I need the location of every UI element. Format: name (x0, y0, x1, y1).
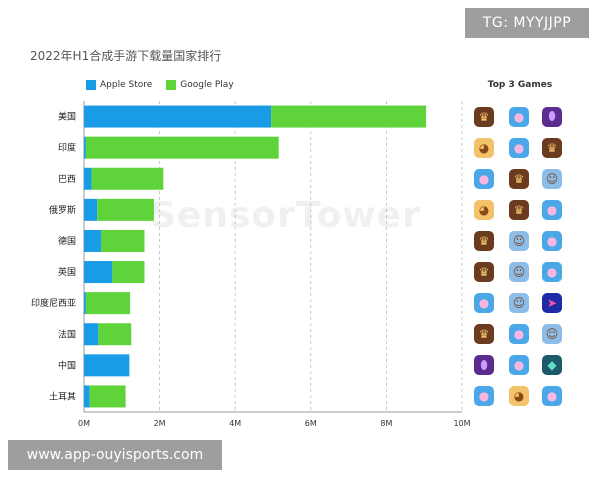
pink-bubble-icon: ● (542, 230, 562, 251)
cat-icon: ◕ (474, 137, 494, 158)
pink-bubble-icon: ● (474, 386, 494, 407)
legend-item-apple: Apple Store (86, 80, 152, 90)
y-category-label: 印度 (58, 142, 76, 154)
bar-google-play (112, 261, 145, 284)
bar-google-play (271, 105, 427, 128)
x-tick-label: 6M (305, 419, 317, 428)
purple-egg-icon: ⬮ (474, 355, 494, 376)
doll-icon: ☺ (542, 168, 562, 189)
pink-bubble-icon: ● (509, 324, 529, 345)
brown-avatar-icon: ♛ (474, 262, 494, 283)
brown-avatar-icon: ♛ (474, 324, 494, 345)
y-category-label: 中国 (58, 359, 76, 371)
y-category-label: 巴西 (58, 174, 76, 185)
doll-icon: ☺ (509, 230, 529, 251)
bar-google-play (91, 167, 164, 190)
bar-apple-store (84, 198, 98, 221)
bar-google-play (85, 136, 279, 159)
doll-icon: ☺ (509, 293, 529, 314)
cat-icon: ◕ (509, 386, 529, 407)
bar-apple-store (84, 136, 86, 159)
bar-apple-store (84, 105, 272, 128)
bar-apple-store (84, 261, 113, 284)
cat-icon: ◕ (474, 199, 494, 220)
bar-google-play (98, 323, 132, 346)
bar-google-play (89, 385, 126, 408)
legend-swatch-apple (86, 80, 96, 90)
y-category-label: 印度尼西亚 (31, 297, 76, 309)
y-category-label: 德国 (58, 235, 76, 247)
x-tick-label: 8M (380, 419, 392, 428)
legend-label-apple: Apple Store (100, 80, 153, 90)
pink-bubble-icon: ● (542, 262, 562, 283)
pink-bubble-icon: ● (542, 199, 562, 220)
purple-egg-icon: ⬮ (542, 106, 562, 127)
bar-apple-store (84, 354, 130, 377)
bar-google-play (101, 229, 145, 252)
brown-avatar-icon: ♛ (509, 199, 529, 220)
bar-apple-store (84, 292, 86, 315)
bar-apple-store (84, 323, 99, 346)
pink-bubble-icon: ● (509, 137, 529, 158)
pink-bubble-icon: ● (474, 168, 494, 189)
x-tick-label: 10M (453, 419, 470, 428)
y-category-label: 俄罗斯 (49, 204, 76, 216)
pink-bubble-icon: ● (509, 106, 529, 127)
chart-title: 2022年H1合成手游下载量国家排行 (30, 49, 222, 63)
brown-avatar-icon: ♛ (509, 168, 529, 189)
bar-google-play (85, 292, 131, 315)
y-category-label: 土耳其 (49, 390, 76, 402)
y-category-label: 英国 (58, 266, 76, 278)
bar-apple-store (84, 229, 102, 252)
brown-avatar-icon: ♛ (474, 106, 494, 127)
top3-label: Top 3 Games (487, 80, 553, 90)
pink-bubble-icon: ● (509, 355, 529, 376)
bar-google-play (97, 198, 154, 221)
tg-badge: TG: MYYJJPP (465, 8, 589, 38)
bar-apple-store (84, 167, 92, 190)
brown-avatar-icon: ♛ (474, 230, 494, 251)
url-badge: www.app-ouyisports.com (8, 440, 222, 470)
x-tick-label: 0M (78, 419, 90, 428)
pink-bubble-icon: ● (474, 293, 494, 314)
legend: Apple Store Google Play (86, 80, 234, 90)
pink-bubble-icon: ● (542, 386, 562, 407)
race-car-icon: ➤ (542, 293, 562, 314)
bar-apple-store (84, 385, 90, 408)
x-tick-label: 4M (229, 419, 241, 428)
x-tick-label: 2M (154, 419, 166, 428)
legend-swatch-google (166, 80, 177, 90)
legend-label-google: Google Play (180, 80, 234, 90)
y-category-label: 美国 (58, 111, 76, 123)
legend-item-google: Google Play (166, 80, 234, 90)
y-category-label: 法国 (58, 328, 76, 340)
doll-icon: ☺ (542, 324, 562, 345)
doll-icon: ☺ (509, 262, 529, 283)
brown-avatar-icon: ♛ (542, 137, 562, 158)
fish-icon: ◆ (542, 355, 562, 376)
